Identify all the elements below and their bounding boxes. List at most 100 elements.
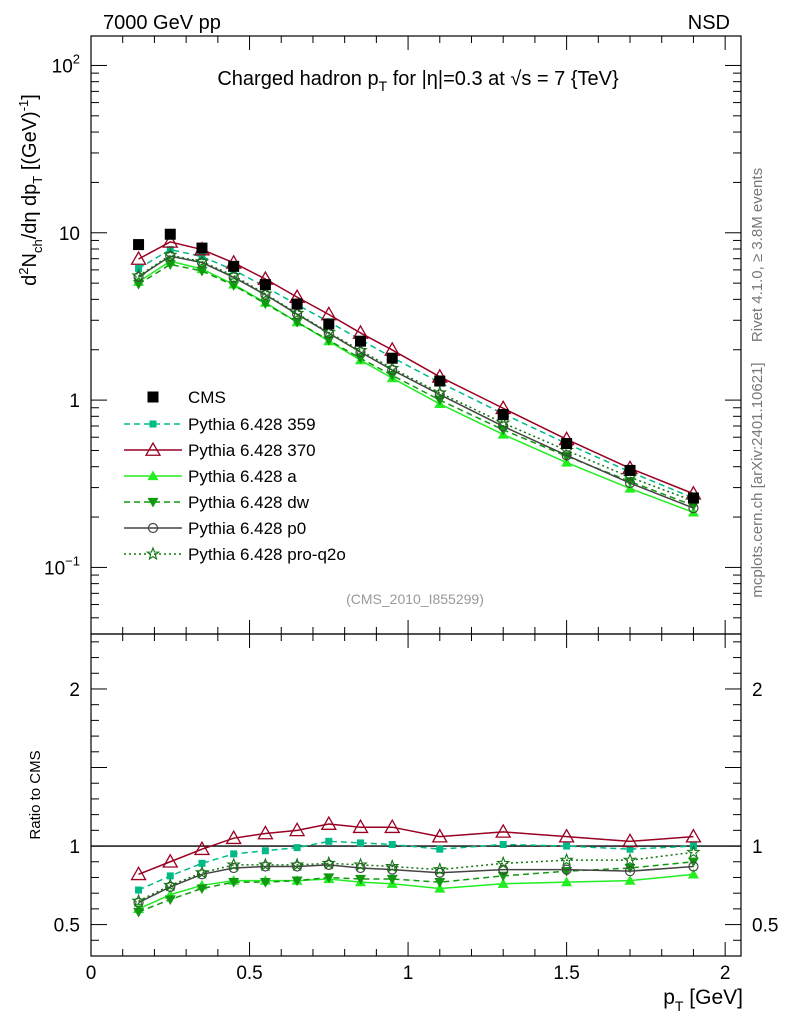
legend-label: Pythia 6.428 370 — [188, 441, 316, 460]
marker — [147, 497, 159, 508]
marker — [228, 862, 239, 874]
marker — [432, 385, 447, 399]
marker — [198, 859, 206, 867]
ratio-series-group — [130, 815, 702, 918]
marker — [624, 863, 636, 874]
marker — [559, 852, 574, 867]
marker — [226, 857, 241, 872]
x-tick-label: 1 — [403, 963, 414, 984]
ratio-tick-label-right: 0.5 — [752, 916, 778, 937]
marker — [196, 266, 208, 277]
marker — [558, 828, 575, 843]
marker — [325, 837, 333, 845]
marker — [166, 872, 174, 880]
marker — [131, 893, 146, 908]
marker — [434, 878, 446, 888]
marker — [357, 839, 365, 847]
marker — [147, 470, 159, 481]
data-point — [497, 409, 509, 421]
y-tick-label: 10−1 — [44, 553, 80, 579]
marker — [621, 833, 639, 848]
ratio-tick-label-right: 2 — [752, 680, 763, 701]
marker — [387, 364, 398, 376]
marker — [261, 847, 269, 855]
data-point — [133, 239, 145, 251]
marker — [321, 324, 336, 339]
data-point — [164, 228, 176, 240]
marker — [498, 864, 509, 875]
marker — [352, 818, 369, 834]
marker — [260, 289, 271, 300]
marker — [291, 876, 303, 887]
marker — [626, 845, 634, 853]
marker — [135, 886, 143, 894]
data-point — [291, 298, 303, 310]
marker — [436, 845, 444, 853]
ratio-series-line — [138, 864, 694, 904]
marker — [499, 840, 507, 848]
marker — [228, 878, 240, 888]
marker — [165, 251, 176, 262]
ratio-series-line — [138, 861, 694, 913]
marker — [497, 871, 509, 882]
marker — [687, 506, 699, 517]
data-point — [624, 464, 636, 476]
marker — [688, 861, 699, 872]
ratio-tick-label-left: 2 — [69, 680, 80, 701]
marker — [561, 876, 573, 887]
marker — [323, 873, 335, 883]
marker — [258, 857, 273, 872]
marker — [434, 867, 445, 878]
marker — [226, 268, 241, 282]
marker — [225, 829, 242, 845]
marker — [260, 861, 271, 872]
series-line — [138, 255, 694, 509]
mcplots-source-label: mcplots.cern.ch [arXiv:2401.10621] — [749, 362, 766, 597]
marker — [193, 840, 211, 856]
marker — [131, 268, 146, 282]
data-point — [196, 242, 208, 254]
ratio-axis-ticks: 0.5 0.5 1 1 2 2 — [54, 641, 778, 957]
marker — [323, 336, 335, 346]
x-tick-label: 2 — [720, 963, 731, 984]
marker — [622, 852, 638, 867]
marker — [133, 280, 145, 290]
ratio-series-line — [138, 823, 694, 876]
marker — [130, 866, 147, 881]
marker — [431, 828, 448, 843]
legend-label: Pythia 6.428 359 — [188, 415, 316, 434]
marker — [163, 877, 178, 892]
marker — [355, 347, 366, 358]
x-axis-label: pT [GeV] — [663, 986, 743, 1014]
marker — [686, 844, 701, 859]
data-point — [386, 352, 398, 364]
marker — [289, 305, 305, 320]
marker — [293, 844, 301, 852]
marker — [388, 840, 396, 848]
marker — [355, 874, 367, 885]
marker — [291, 317, 303, 328]
marker — [323, 859, 334, 870]
ratio-series-line — [138, 840, 694, 891]
ratio-series-line — [138, 851, 694, 902]
y-axis-label: d2Nch/dη dpT [(GeV)-1] — [16, 94, 45, 286]
marker — [133, 271, 144, 283]
legend-label: Pythia 6.428 dw — [188, 493, 310, 512]
marker — [624, 875, 636, 885]
header-process-label: NSD — [688, 12, 730, 34]
marker — [321, 855, 336, 870]
marker — [162, 853, 179, 868]
marker — [624, 477, 636, 489]
ratio-plot-frame — [90, 633, 742, 957]
ratio-tick-label-left: 0.5 — [54, 916, 80, 937]
marker — [288, 822, 306, 837]
marker — [196, 257, 208, 268]
marker — [385, 858, 400, 873]
marker — [355, 354, 367, 364]
marker — [162, 233, 179, 248]
header-energy-label: 7000 GeV pp — [103, 12, 221, 34]
data-point — [434, 375, 446, 387]
ratio-tick-label-right: 1 — [752, 837, 763, 858]
marker — [163, 247, 178, 262]
legend-label: Pythia 6.428 a — [188, 467, 297, 486]
